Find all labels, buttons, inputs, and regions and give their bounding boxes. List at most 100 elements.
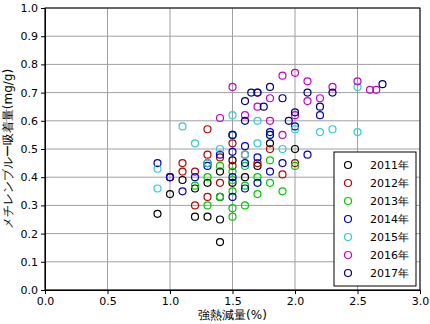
y-axis-tick-mark bbox=[41, 93, 45, 94]
point bbox=[229, 131, 236, 138]
grid-line-y bbox=[45, 64, 420, 65]
x-axis-tick-mark bbox=[108, 290, 109, 294]
point bbox=[292, 126, 299, 133]
point bbox=[317, 129, 324, 136]
x-axis-tick-label: 1.0 bbox=[162, 295, 180, 308]
series bbox=[217, 69, 380, 138]
y-axis-tick-mark bbox=[41, 36, 45, 37]
legend-label: 2017年 bbox=[370, 267, 409, 280]
point bbox=[242, 174, 249, 181]
y-axis-tick-label: 0.3 bbox=[21, 199, 39, 212]
point bbox=[279, 188, 286, 195]
x-axis-tick: 2.5 bbox=[349, 290, 367, 308]
y-axis-tick-label: 1.0 bbox=[21, 2, 39, 15]
point bbox=[179, 168, 186, 175]
point bbox=[167, 174, 174, 181]
point bbox=[154, 210, 161, 217]
point bbox=[179, 177, 186, 184]
legend: 2011年2012年2013年2014年2015年2016年2017年 bbox=[334, 152, 416, 286]
y-axis-tick: 0.3 bbox=[21, 199, 46, 212]
y-axis: 0.00.10.20.30.40.50.60.70.80.91.0 bbox=[21, 2, 46, 297]
x-axis-tick: 3.0 bbox=[412, 290, 430, 308]
point bbox=[179, 123, 186, 130]
point bbox=[192, 202, 199, 209]
point bbox=[229, 131, 236, 138]
y-axis-tick-mark bbox=[41, 234, 45, 235]
x-axis-title: 強熱減量(%) bbox=[198, 308, 267, 322]
point bbox=[217, 193, 224, 200]
series bbox=[192, 157, 299, 220]
series bbox=[229, 81, 386, 139]
point bbox=[217, 114, 224, 121]
point bbox=[292, 69, 299, 76]
point bbox=[154, 165, 161, 172]
y-axis-tick-mark bbox=[41, 149, 45, 150]
point bbox=[167, 174, 174, 181]
point bbox=[217, 193, 224, 200]
point bbox=[167, 174, 174, 181]
point bbox=[242, 117, 249, 124]
point bbox=[317, 103, 324, 110]
point bbox=[267, 83, 274, 90]
point bbox=[242, 143, 249, 150]
x-axis-tick-label: 2.5 bbox=[349, 295, 367, 308]
point bbox=[254, 191, 261, 198]
x-axis-tick-mark bbox=[170, 290, 171, 294]
point bbox=[242, 151, 249, 158]
legend-label: 2013年 bbox=[370, 195, 409, 208]
legend-marker bbox=[345, 180, 352, 187]
legend-label: 2011年 bbox=[370, 159, 409, 172]
x-axis-tick-mark bbox=[233, 290, 234, 294]
point bbox=[179, 188, 186, 195]
legend-box bbox=[334, 152, 416, 286]
y-axis-tick-mark bbox=[41, 8, 45, 9]
y-axis-tick: 0.0 bbox=[21, 284, 46, 297]
point bbox=[254, 117, 261, 124]
point bbox=[242, 98, 249, 105]
point bbox=[260, 103, 267, 110]
y-axis-tick-mark bbox=[41, 262, 45, 263]
point bbox=[192, 140, 199, 147]
point bbox=[217, 146, 224, 153]
x-axis-tick-label: 0.0 bbox=[37, 295, 55, 308]
point bbox=[304, 78, 311, 85]
grid bbox=[45, 8, 420, 290]
point bbox=[192, 213, 199, 220]
y-axis-tick: 0.7 bbox=[21, 87, 46, 100]
point bbox=[242, 151, 249, 158]
point bbox=[204, 126, 211, 133]
point bbox=[279, 72, 286, 79]
point bbox=[304, 89, 311, 96]
point bbox=[354, 129, 361, 136]
chart: 0.00.51.01.52.02.53.00.00.10.20.30.40.50… bbox=[0, 0, 430, 324]
x-axis: 0.00.51.01.52.02.53.0 bbox=[37, 290, 430, 308]
point bbox=[242, 160, 249, 167]
point bbox=[229, 148, 236, 155]
point bbox=[229, 213, 236, 220]
grid-line-y bbox=[45, 120, 420, 121]
y-axis-tick: 1.0 bbox=[21, 2, 46, 15]
point bbox=[229, 131, 236, 138]
legend-label: 2015年 bbox=[370, 231, 409, 244]
point bbox=[229, 174, 236, 181]
point bbox=[204, 213, 211, 220]
point bbox=[217, 239, 224, 246]
point bbox=[279, 171, 286, 178]
point bbox=[267, 95, 274, 102]
point bbox=[254, 179, 261, 186]
legend-label: 2016年 bbox=[370, 249, 409, 262]
point bbox=[285, 117, 292, 124]
point bbox=[204, 174, 211, 181]
point bbox=[229, 140, 236, 147]
point bbox=[167, 191, 174, 198]
point bbox=[217, 162, 224, 169]
point bbox=[329, 126, 336, 133]
point bbox=[279, 131, 286, 138]
y-axis-title: メチレンブルー吸着量(mg/g) bbox=[1, 69, 15, 229]
point bbox=[292, 109, 299, 116]
x-axis-tick-label: 0.5 bbox=[99, 295, 117, 308]
point bbox=[267, 168, 274, 175]
point bbox=[229, 205, 236, 212]
y-axis-tick: 0.9 bbox=[21, 30, 46, 43]
point bbox=[267, 131, 274, 138]
